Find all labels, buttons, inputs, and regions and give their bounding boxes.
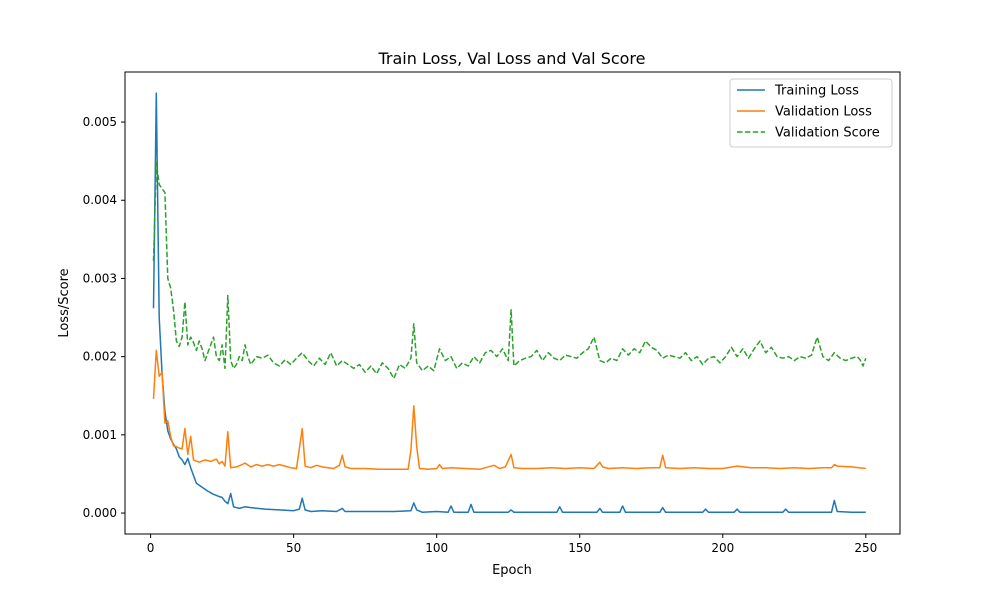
x-tick-label: 150 bbox=[568, 541, 591, 555]
series-line-validation-loss bbox=[152, 349, 866, 471]
y-tick-label: 0.004 bbox=[83, 193, 117, 207]
x-tick-label: 0 bbox=[147, 541, 155, 555]
chart-title: Train Loss, Val Loss and Val Score bbox=[378, 49, 646, 68]
legend: Training Loss Validation Loss Validation S… bbox=[729, 78, 893, 148]
series-line-validation-score bbox=[152, 161, 867, 380]
y-tick-label: 0.001 bbox=[83, 428, 117, 442]
y-axis-label: Loss/Score bbox=[57, 268, 72, 337]
y-axis: 0.000 0.001 0.002 0.003 0.004 0.005 bbox=[83, 115, 125, 520]
y-tick-label: 0.005 bbox=[83, 115, 117, 129]
x-tick-label: 250 bbox=[854, 541, 877, 555]
legend-box bbox=[729, 78, 893, 148]
x-axis-label: Epoch bbox=[492, 563, 532, 578]
legend-label-training-loss: Training Loss bbox=[774, 84, 859, 99]
plot-frame bbox=[124, 71, 901, 535]
y-tick-label: 0.002 bbox=[83, 350, 117, 364]
x-tick-label: 100 bbox=[425, 541, 448, 555]
y-tick-label: 0.000 bbox=[83, 506, 117, 520]
legend-label-validation-loss: Validation Loss bbox=[775, 105, 872, 120]
x-tick-label: 50 bbox=[286, 541, 301, 555]
legend-label-validation-score: Validation Score bbox=[775, 126, 880, 141]
y-tick-label: 0.003 bbox=[83, 271, 117, 285]
x-axis: 0 50 100 150 200 250 bbox=[147, 534, 877, 555]
plot-series-group bbox=[152, 92, 867, 514]
series-line-training-loss bbox=[152, 92, 866, 514]
x-tick-label: 200 bbox=[711, 541, 734, 555]
